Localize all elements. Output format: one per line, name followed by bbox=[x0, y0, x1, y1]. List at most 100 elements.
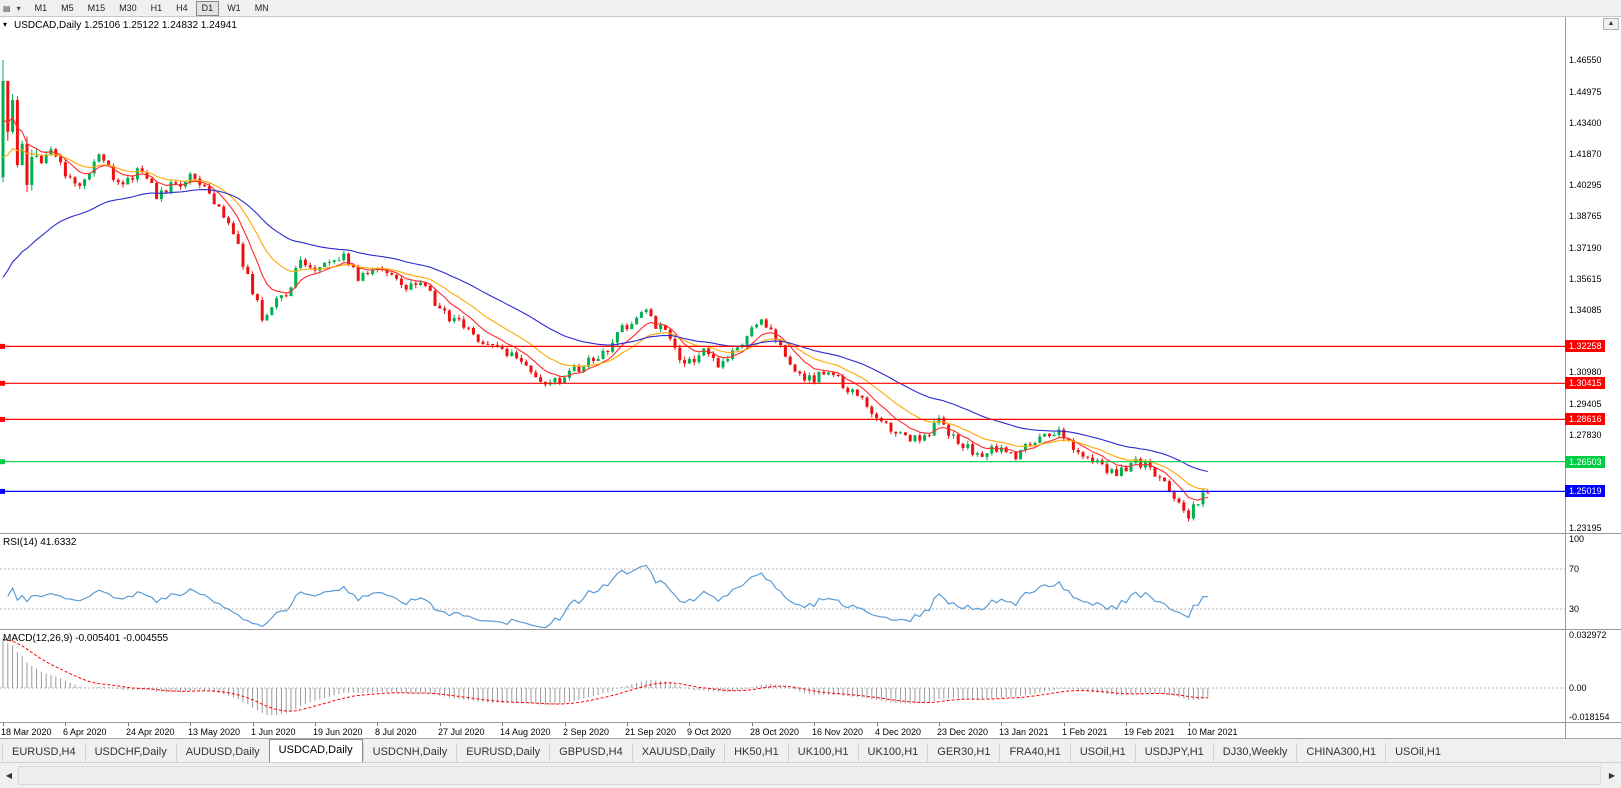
scroll-right-icon[interactable]: ▶ bbox=[1608, 771, 1616, 780]
line-anchor-handle[interactable] bbox=[0, 343, 5, 349]
date-tick bbox=[565, 723, 566, 726]
symbol-collapse-icon[interactable]: ▾ bbox=[3, 20, 8, 29]
price-tick-label: 1.27830 bbox=[1569, 430, 1602, 440]
price-tick-label: 1.37190 bbox=[1569, 243, 1602, 253]
macd-pane[interactable] bbox=[0, 630, 1565, 722]
pane-divider[interactable] bbox=[0, 629, 1621, 630]
timeframe-buttons: M1 M5 M15 M30 H1 H4 D1 W1 MN bbox=[28, 0, 276, 16]
macd-signal-line bbox=[2, 638, 1208, 712]
price-tick-label: 1.30980 bbox=[1569, 367, 1602, 377]
timeframe-w1[interactable]: W1 bbox=[227, 2, 241, 13]
scroll-up-button[interactable]: ▲ bbox=[1603, 18, 1619, 30]
price-tick-label: 1.41870 bbox=[1569, 149, 1602, 159]
date-tick bbox=[752, 723, 753, 726]
date-tick bbox=[253, 723, 254, 726]
chart-type-icon[interactable]: ▤ bbox=[3, 3, 11, 13]
tab-eurusd-daily[interactable]: EURUSD,Daily bbox=[456, 743, 549, 762]
date-tick bbox=[128, 723, 129, 726]
timeframe-m1[interactable]: M1 bbox=[34, 2, 48, 13]
date-label: 2 Sep 2020 bbox=[563, 727, 610, 737]
macd-histogram bbox=[2, 638, 1209, 716]
fast-ma-line bbox=[2, 116, 1208, 501]
tab-hk50-h1[interactable]: HK50,H1 bbox=[724, 743, 788, 762]
scroll-left-icon[interactable]: ◀ bbox=[5, 771, 13, 780]
date-tick bbox=[877, 723, 878, 726]
line-anchor-handle[interactable] bbox=[0, 488, 5, 494]
date-label: 19 Feb 2021 bbox=[1124, 727, 1175, 737]
timeframe-h4[interactable]: H4 bbox=[176, 2, 188, 13]
rsi-pane[interactable] bbox=[0, 534, 1565, 629]
line-anchor-handle[interactable] bbox=[0, 459, 5, 465]
pane-divider bbox=[0, 722, 1621, 723]
tab-fra40-h1[interactable]: FRA40,H1 bbox=[999, 743, 1069, 762]
price-level-label: 1.32258 bbox=[1565, 340, 1605, 352]
date-axis[interactable]: 18 Mar 2020 6 Apr 2020 24 Apr 2020 13 May 2… bbox=[0, 723, 1565, 738]
price-tick-label: 1.29405 bbox=[1569, 399, 1602, 409]
chart-dropdown-icon[interactable]: ▾ bbox=[16, 3, 21, 13]
date-label: 28 Oct 2020 bbox=[750, 727, 800, 737]
price-level-label: 1.28616 bbox=[1565, 413, 1605, 425]
tab-usoil-h1[interactable]: USOil,H1 bbox=[1069, 743, 1135, 762]
date-label: 18 Mar 2020 bbox=[1, 727, 52, 737]
chart-tabs: EURUSD,H4 USDCHF,Daily AUDUSD,Daily USDCAD,… bbox=[0, 738, 1621, 762]
date-tick bbox=[939, 723, 940, 726]
timeframe-d1[interactable]: D1 bbox=[195, 0, 220, 16]
date-label: 13 May 2020 bbox=[188, 727, 241, 737]
tab-ger30-h1[interactable]: GER30,H1 bbox=[927, 743, 999, 762]
tab-xauusd-daily[interactable]: XAUUSD,Daily bbox=[631, 743, 724, 762]
tab-uk100-h1[interactable]: UK100,H1 bbox=[857, 743, 928, 762]
date-tick bbox=[440, 723, 441, 726]
date-tick bbox=[502, 723, 503, 726]
tab-usdcad-daily[interactable]: USDCAD,Daily bbox=[268, 739, 363, 762]
date-label: 1 Jun 2020 bbox=[251, 727, 296, 737]
date-label: 10 Mar 2021 bbox=[1187, 727, 1238, 737]
date-label: 1 Feb 2021 bbox=[1062, 727, 1108, 737]
toolbar: ▤ ▾ M1 M5 M15 M30 H1 H4 D1 W1 MN bbox=[0, 0, 1621, 17]
line-anchor-handle[interactable] bbox=[0, 416, 5, 422]
date-tick bbox=[315, 723, 316, 726]
scrollbar-thumb[interactable] bbox=[18, 766, 1601, 785]
price-tick-label: 1.34085 bbox=[1569, 305, 1602, 315]
date-label: 19 Jun 2020 bbox=[313, 727, 363, 737]
price-level-label: 1.30415 bbox=[1565, 377, 1605, 389]
date-tick bbox=[1001, 723, 1002, 726]
tab-uk100-h1[interactable]: UK100,H1 bbox=[787, 743, 858, 762]
macd-label: MACD(12,26,9) -0.005401 -0.004555 bbox=[3, 633, 169, 644]
date-tick bbox=[627, 723, 628, 726]
timeframe-m15[interactable]: M15 bbox=[87, 2, 106, 13]
horizontal-scrollbar[interactable]: ◀ ▶ bbox=[0, 762, 1621, 788]
date-label: 6 Apr 2020 bbox=[63, 727, 107, 737]
rsi-axis-label: 30 bbox=[1569, 604, 1580, 614]
macd-axis-label: -0.018154 bbox=[1569, 712, 1610, 722]
timeframe-m5[interactable]: M5 bbox=[61, 2, 74, 13]
date-tick bbox=[814, 723, 815, 726]
price-axis[interactable]: 1.32258 1.30415 1.28616 1.26503 1.25019 1.465… bbox=[1565, 17, 1621, 738]
timeframe-h1[interactable]: H1 bbox=[150, 2, 163, 13]
pane-divider[interactable] bbox=[0, 533, 1621, 534]
tab-eurusd-h4[interactable]: EURUSD,H4 bbox=[2, 743, 85, 762]
line-anchor-handle[interactable] bbox=[0, 380, 5, 386]
tab-audusd-daily[interactable]: AUDUSD,Daily bbox=[175, 743, 269, 762]
candlestick-series bbox=[1, 60, 1210, 522]
tab-dj30-weekly[interactable]: DJ30,Weekly bbox=[1212, 743, 1297, 762]
date-label: 27 Jul 2020 bbox=[438, 727, 485, 737]
macd-axis-label: 0.032972 bbox=[1569, 630, 1607, 640]
timeframe-m30[interactable]: M30 bbox=[119, 2, 137, 13]
symbol-ohlc-label: USDCAD,Daily 1.25106 1.25122 1.24832 1.2… bbox=[14, 20, 237, 31]
tab-usdjpy-h1[interactable]: USDJPY,H1 bbox=[1134, 743, 1213, 762]
price-tick-label: 1.46550 bbox=[1569, 55, 1602, 65]
price-tick-label: 1.43400 bbox=[1569, 118, 1602, 128]
rsi-axis-label: 100 bbox=[1569, 534, 1585, 544]
main-price-chart[interactable] bbox=[0, 17, 1565, 534]
timeframe-mn[interactable]: MN bbox=[254, 2, 269, 13]
price-tick-label: 1.35615 bbox=[1569, 274, 1602, 284]
tab-usoil-h1[interactable]: USOil,H1 bbox=[1385, 743, 1450, 762]
rsi-axis-label: 70 bbox=[1569, 564, 1580, 574]
tab-china300-h1[interactable]: CHINA300,H1 bbox=[1296, 743, 1385, 762]
tab-gbpusd-h4[interactable]: GBPUSD,H4 bbox=[549, 743, 632, 762]
date-tick bbox=[65, 723, 66, 726]
tab-usdcnh-daily[interactable]: USDCNH,Daily bbox=[362, 743, 457, 762]
date-tick bbox=[377, 723, 378, 726]
price-tick-label: 1.38765 bbox=[1569, 211, 1602, 221]
tab-usdchf-daily[interactable]: USDCHF,Daily bbox=[84, 743, 176, 762]
